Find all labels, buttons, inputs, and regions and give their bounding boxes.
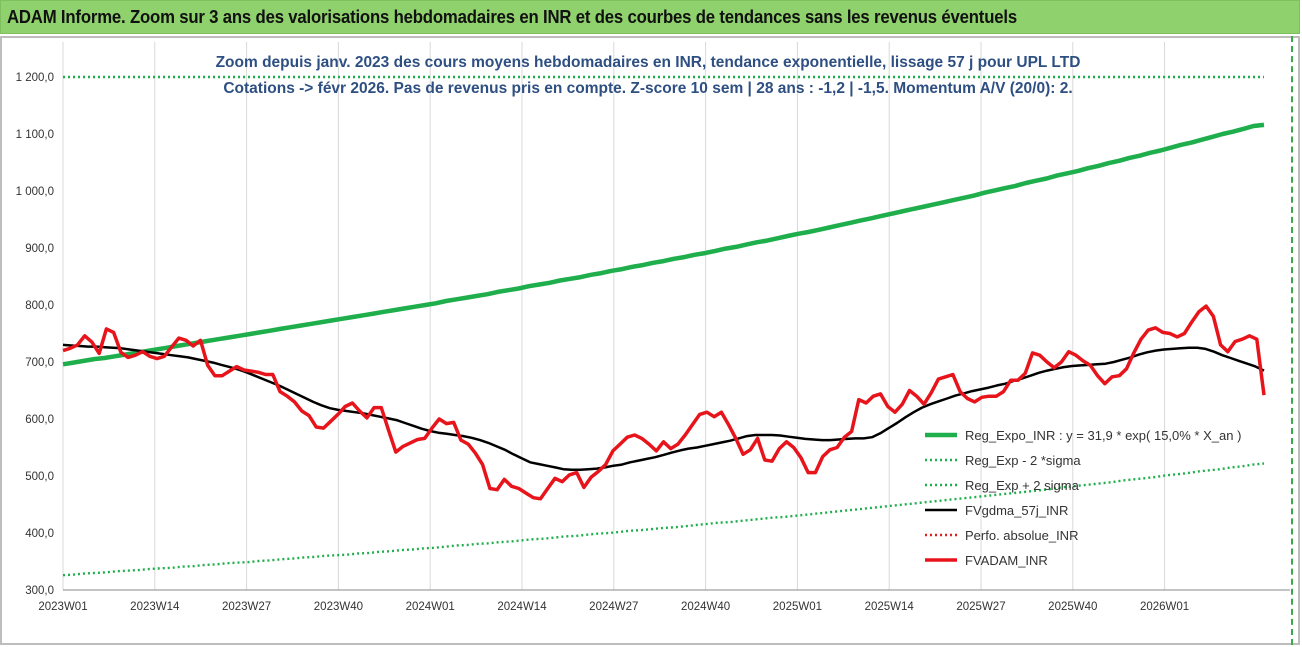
x-tick-label: 2025W01	[773, 601, 822, 613]
legend-label: FVADAM_INR	[965, 553, 1048, 568]
legend-label: FVgdma_57j_INR	[965, 503, 1068, 518]
legend: Reg_Expo_INR : y = 31,9 * exp( 15,0% * X…	[925, 428, 1241, 568]
grid-lines	[62, 42, 1166, 590]
legend-label: Perfo. absolue_INR	[965, 528, 1078, 543]
chart-subtitle: Cotations -> févr 2026. Pas de revenus p…	[223, 80, 1072, 97]
y-tick-label: 1 200,0	[16, 72, 54, 84]
y-tick-label: 1 100,0	[16, 129, 54, 141]
fvadam-line	[62, 304, 1266, 501]
y-tick-label: 1 000,0	[16, 186, 54, 198]
x-tick-label: 2023W40	[314, 601, 363, 613]
y-tick-label: 500,0	[25, 471, 54, 483]
y-tick-label: 400,0	[25, 528, 54, 540]
x-tick-label: 2024W40	[681, 601, 730, 613]
reg-expo-line	[62, 122, 1265, 367]
legend-label: Reg_Exp - 2 *sigma	[965, 453, 1081, 468]
fvgdma-57j-line	[62, 343, 1265, 471]
x-tick-label: 2025W27	[956, 601, 1005, 613]
x-tick-label: 2024W14	[497, 601, 547, 613]
series-layer	[62, 75, 1266, 577]
x-tick-label: 2023W14	[130, 601, 180, 613]
x-tick-label: 2025W40	[1048, 601, 1097, 613]
x-tick-label: 2023W01	[38, 601, 87, 613]
y-tick-label: 800,0	[25, 300, 54, 312]
legend-label: Reg_Expo_INR : y = 31,9 * exp( 15,0% * X…	[965, 428, 1241, 443]
y-tick-label: 900,0	[25, 243, 54, 255]
x-tick-label: 2024W27	[589, 601, 638, 613]
chart-frame-edge	[1291, 36, 1301, 645]
header-banner: ADAM Informe. Zoom sur 3 ans des valoris…	[0, 0, 1300, 34]
chart-title: Zoom depuis janv. 2023 des cours moyens …	[216, 54, 1081, 71]
x-tick-label: 2026W01	[1140, 601, 1189, 613]
x-tick-label: 2025W14	[865, 601, 915, 613]
y-tick-label: 300,0	[25, 585, 54, 597]
x-axis-ticks: 2023W01 2023W14 2023W27 2023W40 2024W01 2024W…	[38, 601, 1189, 613]
x-tick-label: 2023W27	[222, 601, 271, 613]
page-title: ADAM Informe. Zoom sur 3 ans des valoris…	[7, 7, 1017, 27]
y-tick-label: 600,0	[25, 414, 54, 426]
y-axis-ticks: 300,0 400,0 500,0 600,0 700,0 800,0 900,0 1 000…	[16, 72, 54, 597]
reg-exp-minus-2sigma-line	[62, 462, 1265, 577]
legend-label: Reg_Exp + 2 sigma	[965, 478, 1080, 493]
x-tick-label: 2024W01	[406, 601, 455, 613]
y-tick-label: 700,0	[25, 357, 54, 369]
